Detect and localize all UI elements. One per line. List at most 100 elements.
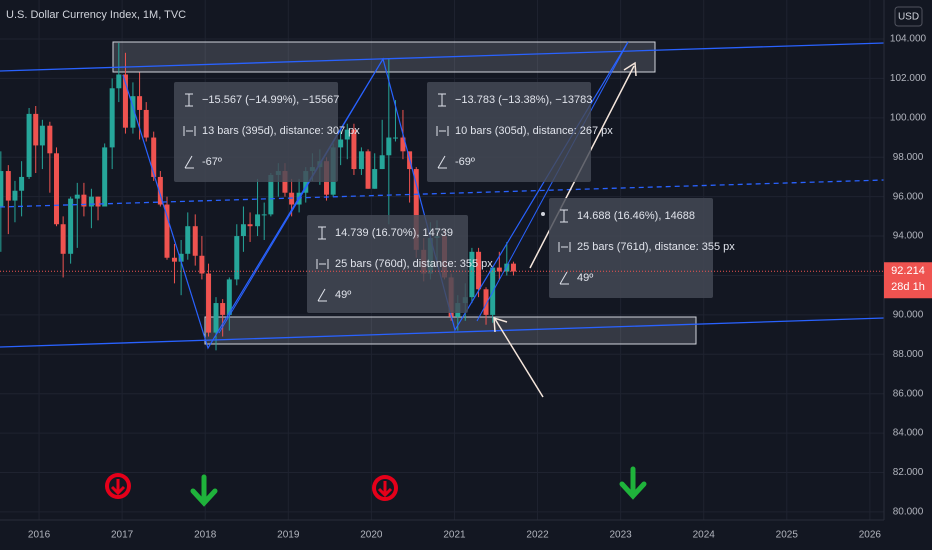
candle-body [102,147,108,207]
candle-body [247,224,253,227]
icon [437,155,447,169]
candle-body [392,137,398,139]
candle-body [185,226,191,254]
x-tick-label: 2021 [443,530,466,541]
y-tick-label: 102.000 [890,73,927,84]
y-tick-label: 82.000 [893,467,924,478]
candle-body [213,303,219,333]
candle-body [109,88,115,148]
candle-body [400,137,406,152]
measure-price: 14.739 (16.70%), 14739 [335,227,453,239]
y-tick-label: 104.000 [890,34,927,45]
chart-title: U.S. Dollar Currency Index, 1M, TVC [6,9,186,21]
icon [183,126,196,136]
candle-body [358,151,364,170]
y-tick-label: 98.000 [893,152,924,163]
candle-body [122,74,128,128]
channel-mid [0,179,885,208]
y-tick-label: 100.000 [890,112,927,123]
icon [559,271,569,285]
candle-body [0,171,4,207]
dot [541,212,545,216]
candle-body [74,194,80,199]
candle-body [164,204,170,258]
resistance-zone [112,41,656,73]
candle-body [12,190,18,201]
x-tick-label: 2017 [111,530,134,541]
x-tick-label: 2023 [610,530,633,541]
candle-body [365,151,371,189]
measure-angle: -67º [202,156,222,168]
icon [560,209,568,223]
candle-body [255,214,261,227]
candle-body [413,169,419,250]
measure-angle: 49º [577,272,593,284]
candle-body [68,198,74,254]
candle-body [240,224,246,237]
measure-bars: 10 bars (305d), distance: 267 px [455,125,613,137]
candle-body [88,196,94,207]
currency-button[interactable] [894,6,923,27]
measure-box: 14.688 (16.46%), 14688 25 bars (761d), di… [549,198,735,298]
candle-body [19,176,25,191]
arrow-head [493,316,508,333]
y-tick-label: 96.000 [893,191,924,202]
down-signal [105,473,131,499]
icon [558,242,571,252]
x-tick-label: 2022 [526,530,549,541]
price-label: 92.214 [891,265,925,277]
measure-bg [427,82,591,182]
zigzag-line [218,58,384,334]
candle-body [226,279,232,315]
y-tick-label: 80.000 [893,507,924,518]
measure-box: −15.567 (−14.99%), −15567 13 bars (395d),… [174,82,360,182]
measure-price: −15.567 (−14.99%), −15567 [202,94,339,106]
candle-body [157,176,163,205]
candle-body [386,137,392,156]
x-tick-label: 2019 [277,530,300,541]
candle-body [268,174,274,215]
channel-top [0,42,885,72]
measure-angle: 49º [335,289,351,301]
candle-body [476,251,482,290]
y-tick-label: 84.000 [893,428,924,439]
measures: −15.567 (−14.99%), −15567 13 bars (395d),… [174,82,735,313]
currency[interactable]: USD [898,12,919,23]
candle-body [60,224,66,254]
candle-body [81,194,87,207]
candle-body [116,74,122,89]
candle-body [151,137,157,177]
measure-box: −13.783 (−13.38%), −13783 10 bars (305d),… [427,82,613,182]
y-tick-label: 88.000 [893,349,924,360]
candle-body [469,251,475,298]
candle-body [53,153,59,225]
candle-body [379,155,385,170]
green-arrow [619,466,647,500]
drawings [112,41,697,345]
measure-bars: 25 bars (760d), distance: 355 px [335,258,493,270]
y-tick-label: 86.000 [893,388,924,399]
icon [438,93,446,107]
icon [317,288,327,302]
y-tick-label: 94.000 [893,231,924,242]
measure-price: −13.783 (−13.38%), −13783 [455,94,592,106]
icon [318,226,326,240]
y-tick-label: 90.000 [893,310,924,321]
measure-box: 14.739 (16.70%), 14739 25 bars (760d), di… [307,215,493,313]
candle-body [47,125,53,154]
candle-body [192,226,198,256]
candle-body [206,273,212,333]
candle-body [33,113,39,146]
measure-bg [549,198,713,298]
icon [185,93,193,107]
x-tick-label: 2020 [360,530,383,541]
candle-body [171,257,177,262]
time-axis [0,520,932,550]
measure-bg [174,82,338,182]
candle-body [26,113,32,177]
candle-body [483,289,489,315]
green-arrow [190,474,218,507]
x-tick-label: 2016 [28,530,51,541]
candle-body [143,109,149,138]
candle-body [220,303,226,315]
